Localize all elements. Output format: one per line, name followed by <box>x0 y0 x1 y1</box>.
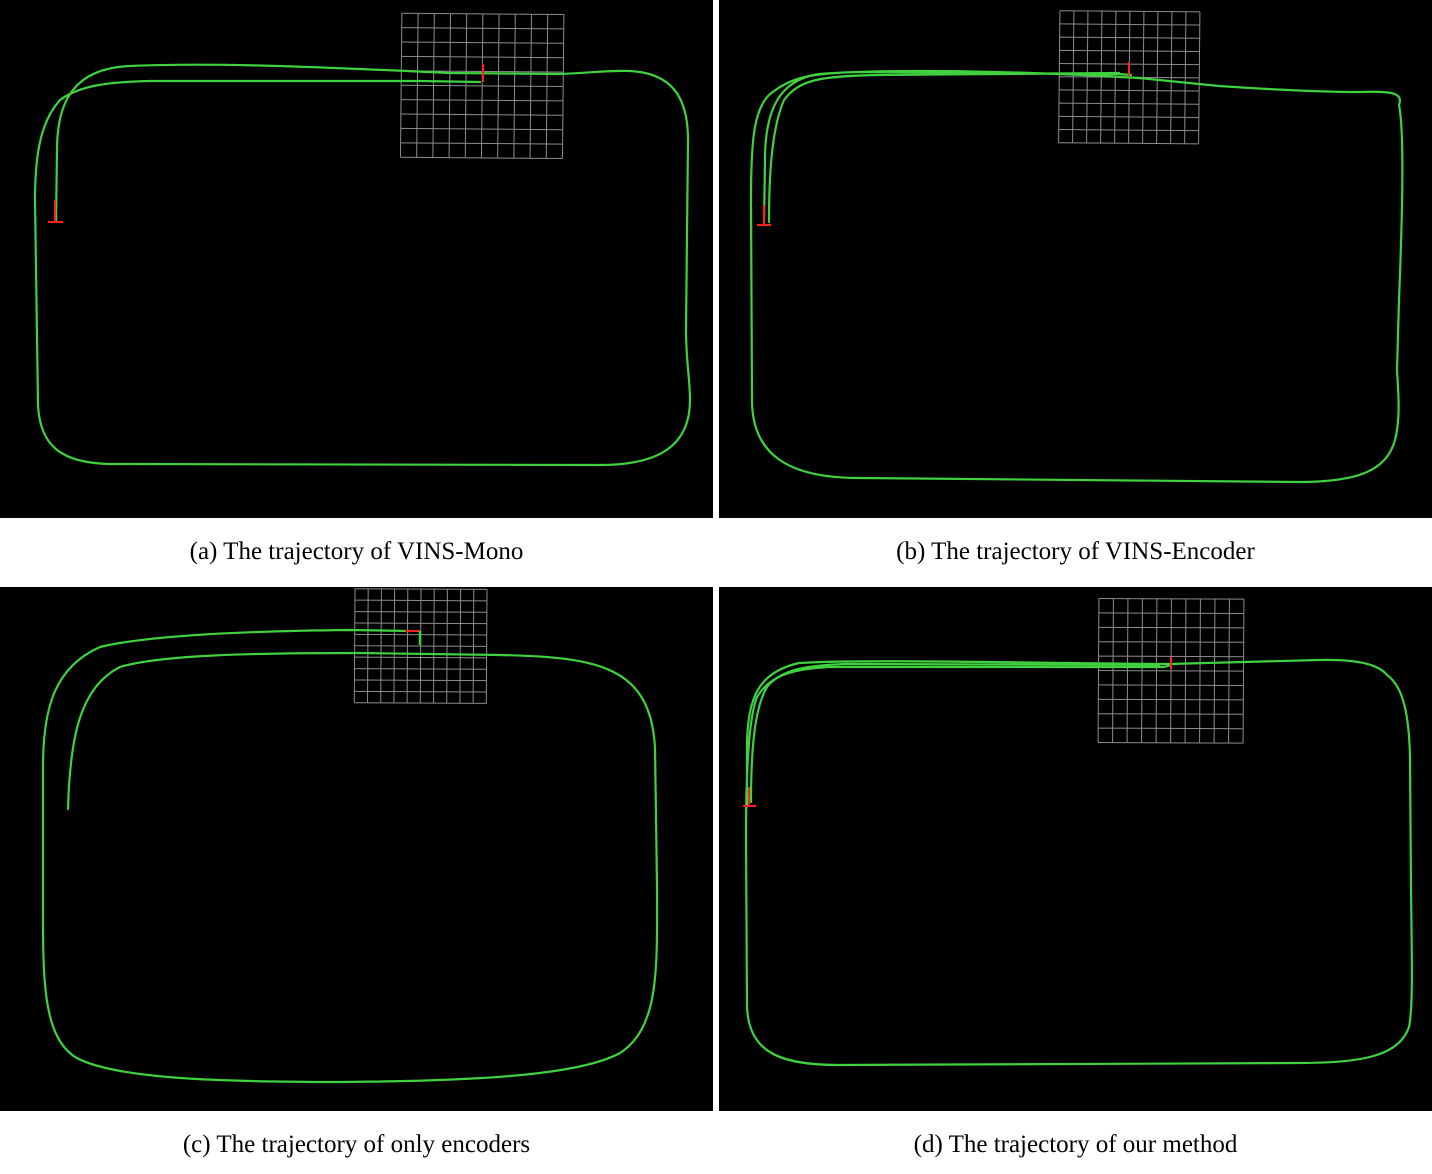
trajectory-view <box>33 12 692 467</box>
grid-line <box>545 14 549 159</box>
grid-line <box>1098 684 1244 687</box>
grid-line <box>1213 598 1216 743</box>
grid-line <box>354 656 487 659</box>
trajectory-path <box>41 628 659 1084</box>
grid-line <box>400 156 563 160</box>
trajectory-view <box>749 10 1404 484</box>
grid-line <box>1098 698 1244 701</box>
plot-panel-vins-mono <box>0 0 713 518</box>
grid-line <box>561 14 565 159</box>
grid-line <box>459 589 462 704</box>
reference-grid <box>1097 598 1245 744</box>
reference-grid <box>353 588 488 704</box>
trajectory-view <box>743 598 1413 1067</box>
grid-line <box>1058 102 1200 105</box>
grid-line <box>497 13 500 158</box>
trajectory-path-secondary <box>767 71 1121 224</box>
grid-line <box>354 645 487 647</box>
caption-vins-mono: (a) The trajectory of VINS-Mono <box>189 538 524 565</box>
grid-line <box>1059 89 1200 92</box>
grid-line <box>1098 670 1244 672</box>
grid-line <box>513 14 516 159</box>
grid-line <box>472 589 475 704</box>
grid-line <box>354 679 487 682</box>
grid-line <box>1198 11 1201 144</box>
grid-line <box>1059 10 1200 13</box>
reference-grid <box>399 12 565 160</box>
trajectory-path <box>744 658 1413 1067</box>
grid-line <box>1170 11 1173 144</box>
grid-line <box>354 668 487 670</box>
trajectory-path-secondary <box>749 662 1161 804</box>
grid-line <box>400 142 563 145</box>
trajectory-path <box>749 69 1404 484</box>
grid-line <box>1098 713 1244 715</box>
grid-line <box>401 84 564 88</box>
grid-line <box>1058 115 1199 118</box>
grid-line <box>433 589 435 704</box>
grid-line <box>1184 598 1187 743</box>
grid-line <box>400 127 563 131</box>
trajectory-view <box>41 588 659 1084</box>
grid-line <box>1228 599 1230 744</box>
grid-line <box>354 702 487 704</box>
grid-line <box>1242 599 1245 744</box>
caption-only-encoders: (c) The trajectory of only encoders <box>182 1131 531 1158</box>
grid-line <box>1098 727 1244 730</box>
grid-line <box>401 99 564 102</box>
trajectory-path <box>33 63 692 467</box>
plot-panel-our-method <box>719 587 1432 1111</box>
caption-our-method: (d) The trajectory of our method <box>913 1131 1238 1158</box>
grid-line <box>529 14 532 159</box>
grid-line <box>485 589 488 704</box>
grid-line <box>1156 11 1159 144</box>
plot-panel-vins-encoder <box>719 0 1432 518</box>
grid-line <box>354 588 488 590</box>
grid-line <box>1098 598 1244 600</box>
grid-line <box>1184 11 1187 144</box>
grid-line <box>446 589 448 704</box>
caption-vins-encoder: (b) The trajectory of VINS-Encoder <box>896 538 1255 565</box>
grid-line <box>1098 742 1244 744</box>
grid-line <box>354 690 487 693</box>
grid-line <box>1058 142 1199 145</box>
grid-line <box>400 113 563 116</box>
plot-panel-only-encoders <box>0 587 713 1111</box>
grid-line <box>1199 598 1201 743</box>
grid-line <box>1058 129 1199 132</box>
